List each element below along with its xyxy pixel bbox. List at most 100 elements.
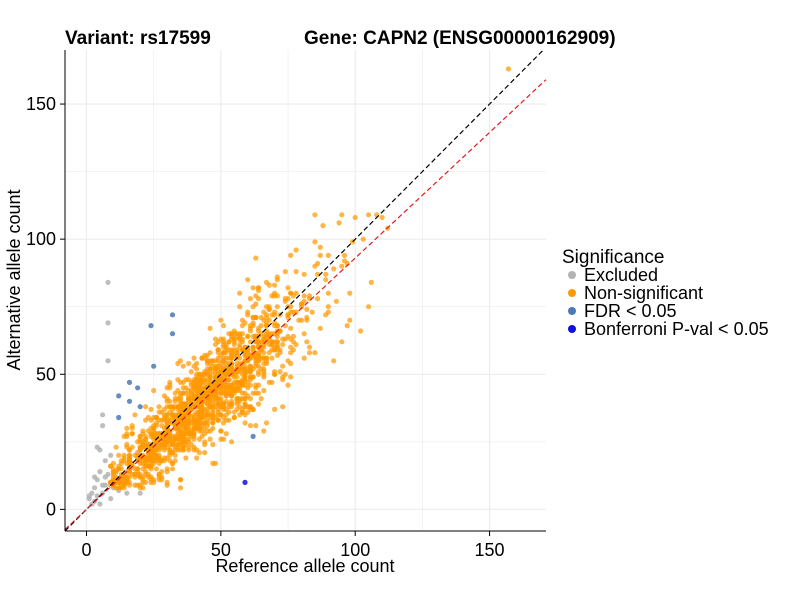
point-non-significant [358, 328, 364, 334]
point-non-significant [245, 312, 251, 318]
legend-swatch [568, 325, 576, 333]
point-non-significant [177, 485, 184, 491]
legend-swatch [568, 289, 576, 297]
point-non-significant [247, 404, 253, 410]
point-fdr [250, 433, 256, 439]
point-non-significant [186, 417, 192, 423]
point-non-significant [274, 293, 280, 299]
point-non-significant [242, 352, 248, 358]
point-non-significant [188, 441, 194, 448]
point-non-significant [204, 360, 210, 367]
point-non-significant [172, 436, 178, 442]
point-non-significant [116, 485, 122, 491]
point-non-significant [177, 393, 184, 399]
x-tick-label: 100 [340, 540, 370, 560]
point-non-significant [124, 477, 130, 483]
point-excluded [105, 279, 111, 285]
point-non-significant [290, 347, 296, 353]
point-non-significant [196, 436, 202, 442]
point-non-significant [366, 304, 372, 310]
point-excluded [92, 474, 98, 480]
point-non-significant [196, 404, 202, 410]
point-non-significant [242, 420, 248, 426]
point-non-significant [151, 387, 157, 394]
point-non-significant [288, 325, 294, 331]
point-non-significant [288, 360, 294, 367]
point-non-significant [255, 369, 262, 375]
point-non-significant [223, 417, 229, 423]
point-non-significant [223, 385, 229, 391]
point-non-significant [272, 347, 278, 353]
point-non-significant [237, 360, 243, 367]
point-non-significant [280, 341, 286, 348]
point-non-significant [293, 247, 299, 253]
point-non-significant [210, 417, 216, 423]
point-non-significant [153, 447, 159, 453]
point-non-significant [188, 396, 194, 402]
point-non-significant [325, 290, 331, 296]
point-non-significant [218, 390, 224, 396]
point-non-significant [247, 423, 253, 429]
point-non-significant [237, 396, 243, 402]
point-excluded [97, 447, 103, 453]
point-non-significant [282, 371, 288, 377]
point-non-significant [250, 285, 256, 291]
chart-title-gene: Gene: CAPN2 (ENSG00000162909) [304, 28, 616, 49]
point-excluded [108, 496, 114, 502]
point-non-significant [186, 360, 192, 367]
point-non-significant [325, 304, 331, 310]
point-non-significant [352, 214, 358, 221]
point-non-significant [306, 344, 313, 350]
point-non-significant [282, 269, 288, 275]
point-non-significant [255, 285, 262, 291]
point-non-significant [161, 447, 167, 453]
point-non-significant [277, 350, 283, 356]
point-non-significant [135, 439, 141, 445]
point-non-significant [223, 371, 229, 377]
point-non-significant [301, 293, 307, 299]
y-tick-label: 150 [26, 94, 56, 114]
point-non-significant [253, 255, 259, 261]
point-excluded [100, 423, 106, 429]
point-excluded [102, 482, 108, 488]
point-non-significant [180, 401, 186, 407]
point-non-significant [239, 379, 245, 385]
point-non-significant [121, 482, 127, 488]
point-non-significant [247, 328, 253, 334]
point-non-significant [140, 485, 146, 491]
point-non-significant [204, 412, 210, 418]
point-non-significant [253, 301, 259, 307]
point-non-significant [124, 425, 130, 431]
point-non-significant [204, 420, 210, 426]
point-non-significant [266, 282, 272, 288]
point-non-significant [188, 382, 194, 388]
point-non-significant [288, 374, 294, 380]
legend: Significance ExcludedNon-significantFDR … [562, 247, 769, 339]
point-non-significant [196, 428, 202, 434]
point-non-significant [263, 420, 270, 426]
point-non-significant [280, 363, 286, 369]
point-non-significant [207, 436, 213, 442]
point-non-significant [202, 377, 208, 383]
point-non-significant [218, 404, 224, 410]
point-non-significant [194, 455, 200, 461]
point-non-significant [183, 455, 189, 461]
point-non-significant [137, 433, 143, 439]
point-non-significant [196, 450, 202, 456]
point-non-significant [272, 406, 278, 412]
legend-label: Non-significant [584, 283, 703, 303]
point-non-significant [202, 369, 208, 375]
point-non-significant [226, 347, 232, 353]
axis-ticks: 0 50 100 150 0 50 100 150 [26, 94, 505, 560]
point-non-significant [156, 477, 162, 483]
point-non-significant [202, 441, 208, 448]
point-non-significant [223, 393, 229, 399]
point-non-significant [293, 309, 299, 315]
point-non-significant [237, 290, 243, 296]
point-non-significant [258, 314, 264, 321]
point-excluded [97, 469, 103, 475]
point-non-significant [110, 466, 116, 472]
point-non-significant [253, 314, 259, 321]
point-non-significant [191, 355, 197, 361]
point-non-significant [191, 417, 197, 423]
